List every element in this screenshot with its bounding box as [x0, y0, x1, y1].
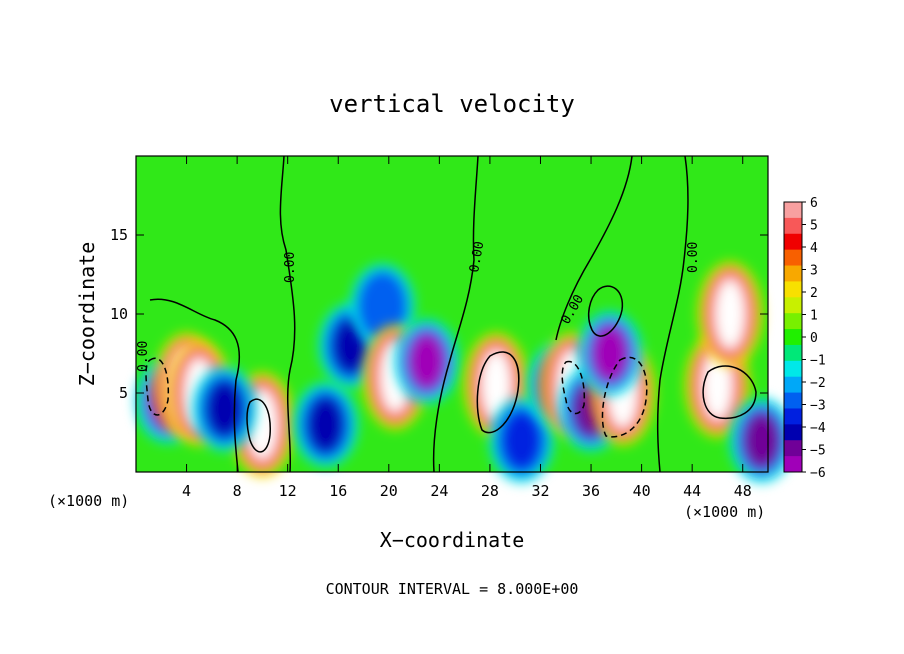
- contour-label: 0.00: [136, 341, 151, 372]
- colorbar-swatch: [784, 376, 802, 394]
- x-tick-label: 44: [683, 482, 701, 500]
- colorbar-swatch: [784, 281, 802, 298]
- colorbar-tick-label: −1: [810, 354, 826, 369]
- velocity-cell: [293, 382, 358, 467]
- colorbar-swatch: [784, 217, 802, 235]
- zero-contour: [587, 285, 624, 337]
- colorbar-tick-label: −3: [810, 399, 826, 414]
- negative-contour: [561, 360, 586, 415]
- x-tick-label: 32: [531, 482, 549, 500]
- x-tick-label: 36: [582, 482, 600, 500]
- positive-contour: [476, 351, 520, 434]
- x-tick-label: 28: [481, 482, 499, 500]
- x-tick-label: 48: [734, 482, 752, 500]
- colorbar-swatch: [784, 344, 802, 362]
- colorbar-tick-label: 3: [810, 264, 818, 279]
- zero-contour: [656, 155, 689, 473]
- colorbar-swatch: [784, 202, 802, 219]
- colorbar-tick-label: −5: [810, 444, 826, 459]
- y-tick-label: 10: [110, 305, 128, 323]
- colorbar-swatch: [784, 392, 802, 409]
- x-unit-right: (×1000 m): [684, 503, 765, 521]
- colorbar-swatch: [784, 329, 802, 346]
- y-tick-label: 15: [110, 226, 128, 244]
- colorbar-tick-label: 4: [810, 241, 818, 256]
- colorbar: 6 5 4 3 2 1 0 −1 −2 −3 −4 −5 −6: [783, 196, 826, 481]
- x-tick-label: 20: [380, 482, 398, 500]
- contour-lines: [145, 155, 757, 473]
- colorbar-swatch: [784, 297, 802, 314]
- velocity-cell: [394, 319, 459, 404]
- colorbar-swatch: [784, 233, 802, 251]
- colorbar-tick-label: 0: [810, 331, 818, 346]
- x-tick-label: 24: [430, 482, 448, 500]
- velocity-cell: [489, 398, 554, 483]
- velocity-cell: [192, 366, 257, 451]
- colorbar-tick-label: −2: [810, 376, 826, 391]
- x-tick-label: 8: [233, 482, 242, 500]
- contour-label: 0.00: [467, 240, 487, 273]
- colorbar-tick-label: 1: [810, 309, 818, 324]
- colorbar-swatch: [784, 313, 802, 330]
- colorbar-swatch: [784, 265, 802, 282]
- colorbar-swatch: [784, 424, 802, 441]
- colorbar-tick-label: 6: [810, 196, 818, 211]
- x-tick-label: 40: [633, 482, 651, 500]
- velocity-field: [135, 156, 794, 483]
- chart-title: vertical velocity: [329, 90, 575, 118]
- colorbar-tick-label: −6: [810, 466, 826, 481]
- velocity-cell: [578, 311, 642, 396]
- colorbar-swatch: [784, 456, 802, 473]
- colorbar-tick-label: 5: [810, 219, 818, 234]
- contour-label: 0.00: [283, 252, 298, 283]
- zero-contour: [432, 155, 479, 473]
- contour-interval-footer: CONTOUR INTERVAL = 8.000E+00: [326, 580, 579, 598]
- colorbar-tick-label: 2: [810, 286, 818, 301]
- zero-contour: [555, 155, 633, 341]
- x-unit-left: (×1000 m): [48, 492, 129, 510]
- x-tick-label: 16: [329, 482, 347, 500]
- colorbar-swatch: [784, 408, 802, 425]
- positive-contour: [246, 398, 271, 453]
- colorbar-tick-label: −4: [810, 421, 826, 436]
- x-tick-label: 4: [182, 482, 191, 500]
- x-axis-label: X−coordinate: [380, 528, 525, 552]
- velocity-cell: [698, 262, 763, 366]
- zero-contour: [149, 298, 241, 473]
- negative-contour: [145, 357, 170, 416]
- velocity-cell: [729, 398, 794, 483]
- y-axis-label: Z−coordinate: [75, 242, 99, 387]
- positive-contour: [702, 365, 757, 420]
- y-tick-label: 5: [119, 384, 128, 402]
- colorbar-swatch: [784, 360, 802, 378]
- colorbar-swatch: [784, 249, 802, 267]
- colorbar-swatch: [784, 440, 802, 457]
- zero-contour: [279, 155, 296, 473]
- x-tick-label: 12: [279, 482, 297, 500]
- contour-label: 0.00: [686, 242, 701, 273]
- negative-contour: [601, 356, 648, 438]
